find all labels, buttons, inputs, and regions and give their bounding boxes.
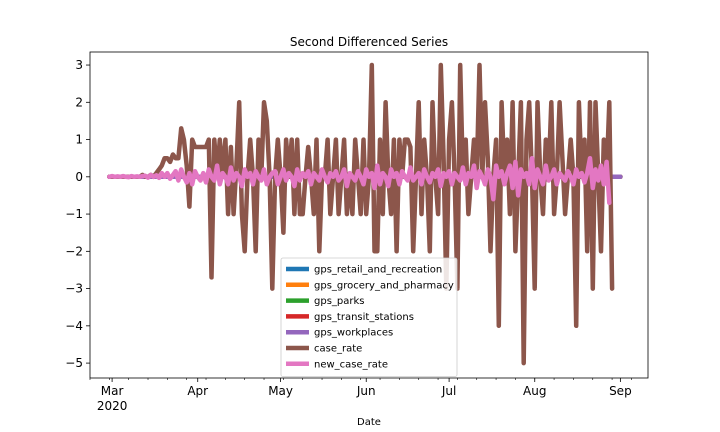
plot-series [107,62,623,366]
y-tick-label: −4 [65,319,83,333]
x-tick-label: Aug [523,384,546,398]
y-tick-label: −2 [65,244,83,258]
y-tick-label: 0 [75,170,83,184]
y-tick-label: 1 [75,133,83,147]
y-tick-label: 3 [75,58,83,72]
legend: gps_retail_and_recreation gps_grocery_and… [280,257,458,377]
legend-label: gps_grocery_and_pharmacy [314,280,454,291]
y-tick-label: −5 [65,356,83,370]
legend-label: gps_workplaces [314,328,393,339]
x-axis-label: Date [357,417,381,428]
legend-label: case_rate [314,344,362,355]
legend-label: gps_transit_stations [314,312,414,323]
series-line-new_case_rate [107,155,612,206]
x-tick-label: Jun [356,384,376,398]
x-tick-label: Mar [101,384,124,398]
y-tick-label: 2 [75,95,83,109]
legend-box [280,257,458,377]
y-tick-label: −1 [65,207,83,221]
x-tick-label: Apr [187,384,208,398]
x-tick-label: Jul [441,384,456,398]
x-tick-sublabel: 2020 [97,399,128,413]
y-axis: 3 2 1 0 −1 −2 −3 −4 −5 [65,58,90,370]
series-line-case_rate [107,62,615,366]
y-tick-label: −3 [65,282,83,296]
chart-title: Second Differenced Series [290,35,448,49]
legend-label: new_case_rate [314,359,388,370]
x-tick-label: May [268,384,293,398]
legend-label: gps_retail_and_recreation [314,265,442,276]
plot-frame [89,51,649,379]
legend-label: gps_parks [314,296,365,307]
x-tick-label: Sep [609,384,632,398]
